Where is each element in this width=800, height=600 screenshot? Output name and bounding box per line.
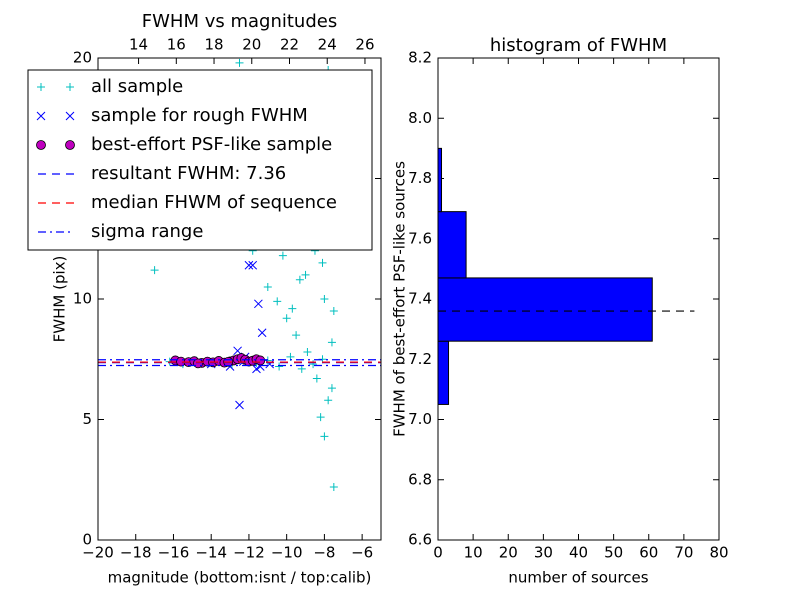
x-marker xyxy=(248,260,258,270)
bar xyxy=(437,147,443,213)
y-tick-label: 5 xyxy=(82,410,92,428)
plus-marker xyxy=(327,384,336,393)
legend-label: best-effort PSF-like sample xyxy=(91,134,332,155)
y-tick-label: 0 xyxy=(82,531,92,549)
x2-tick-label: 18 xyxy=(204,36,223,54)
x-tick-label: 30 xyxy=(534,544,553,562)
x-tick-label: −20 xyxy=(82,544,114,562)
plus-marker xyxy=(316,413,325,422)
plus-marker xyxy=(275,362,284,371)
plus-marker xyxy=(292,331,301,340)
axes-frame xyxy=(437,57,720,541)
bar xyxy=(437,211,467,279)
x-tick-label: 50 xyxy=(604,544,623,562)
x-tick-label: 0 xyxy=(433,544,443,562)
y-tick-label: 8.0 xyxy=(408,109,432,127)
x-tick-label: −10 xyxy=(271,544,303,562)
axes-frame xyxy=(97,57,382,541)
y-tick-label: 7.4 xyxy=(408,290,432,308)
x-marker xyxy=(235,400,244,410)
y-tick-label: 20 xyxy=(73,49,92,67)
x2-tick-label: 20 xyxy=(242,36,261,54)
x-marker xyxy=(254,299,263,309)
y-tick-label: 6.8 xyxy=(408,470,432,488)
plus-marker xyxy=(318,258,327,267)
y-tick-label: 7.8 xyxy=(408,169,432,187)
circle-marker xyxy=(36,140,46,150)
circle-marker xyxy=(255,355,266,366)
x-tick-label: 20 xyxy=(499,544,518,562)
x-tick-label: −12 xyxy=(233,544,265,562)
x-tick-label: −14 xyxy=(195,544,227,562)
x-marker xyxy=(36,111,46,121)
circle-marker xyxy=(65,140,75,150)
x-tick-label: −16 xyxy=(158,544,190,562)
legend-box xyxy=(27,69,373,251)
x2-tick-label: 22 xyxy=(280,36,299,54)
bar xyxy=(437,277,653,342)
y-tick-label: 7.0 xyxy=(408,410,432,428)
x2-tick-label: 14 xyxy=(129,36,148,54)
x-tick-label: 80 xyxy=(709,544,728,562)
plus-marker xyxy=(66,83,74,91)
plus-marker xyxy=(273,297,282,306)
x-tick-label: −6 xyxy=(351,544,373,562)
axis-title: FWHM of best-effort PSF-like sources xyxy=(391,161,409,437)
x2-tick-label: 26 xyxy=(355,36,374,54)
plus-marker xyxy=(320,295,329,303)
plus-marker xyxy=(235,58,244,67)
x-marker xyxy=(265,359,275,369)
x-marker xyxy=(257,328,267,338)
y-tick-label: 7.6 xyxy=(408,229,432,247)
legend-label: all sample xyxy=(91,76,183,97)
legend-label: resultant FWHM: 7.36 xyxy=(91,163,286,184)
x-marker xyxy=(244,260,254,270)
plus-marker xyxy=(278,251,287,260)
legend-label: sample for rough FWHM xyxy=(91,105,308,126)
x-tick-label: 40 xyxy=(569,544,588,562)
y-tick-label: 6.6 xyxy=(408,531,432,549)
chart-title: FWHM vs magnitudes xyxy=(142,11,337,32)
plus-marker xyxy=(329,307,338,316)
chart-title: histogram of FWHM xyxy=(490,35,667,56)
x-tick-label: −8 xyxy=(313,544,335,562)
plus-marker xyxy=(329,482,338,491)
axis-title: number of sources xyxy=(508,569,648,587)
bar xyxy=(437,340,450,405)
legend-label: sigma range xyxy=(91,221,203,242)
x-tick-label: 60 xyxy=(639,544,658,562)
x-tick-label: 70 xyxy=(674,544,693,562)
plus-marker xyxy=(327,338,336,347)
plus-marker xyxy=(309,360,318,369)
plus-marker xyxy=(301,270,310,279)
x2-tick-label: 16 xyxy=(167,36,186,54)
x-tick-label: −18 xyxy=(120,544,152,562)
plus-marker xyxy=(288,304,297,313)
plus-marker xyxy=(320,432,329,441)
plus-marker xyxy=(263,282,272,291)
x-marker xyxy=(252,364,261,374)
x2-tick-label: 24 xyxy=(318,36,337,54)
y-tick-label: 10 xyxy=(73,290,92,308)
plus-marker xyxy=(295,275,304,284)
legend-label: median FHWM of sequence xyxy=(91,192,337,213)
plus-marker xyxy=(324,396,333,405)
y-tick-label: 8.2 xyxy=(408,49,432,67)
plus-marker xyxy=(297,364,306,373)
x-tick-label: 10 xyxy=(464,544,483,562)
plus-marker xyxy=(282,314,291,323)
plus-marker xyxy=(303,348,312,357)
plus-marker xyxy=(312,374,321,383)
axis-title: FWHM (pix) xyxy=(51,256,69,343)
x-marker xyxy=(65,111,75,121)
plus-marker xyxy=(37,83,45,91)
plus-marker xyxy=(150,266,159,275)
y-tick-label: 7.2 xyxy=(408,350,432,368)
axis-title: magnitude (bottom:isnt / top:calib) xyxy=(108,569,372,587)
